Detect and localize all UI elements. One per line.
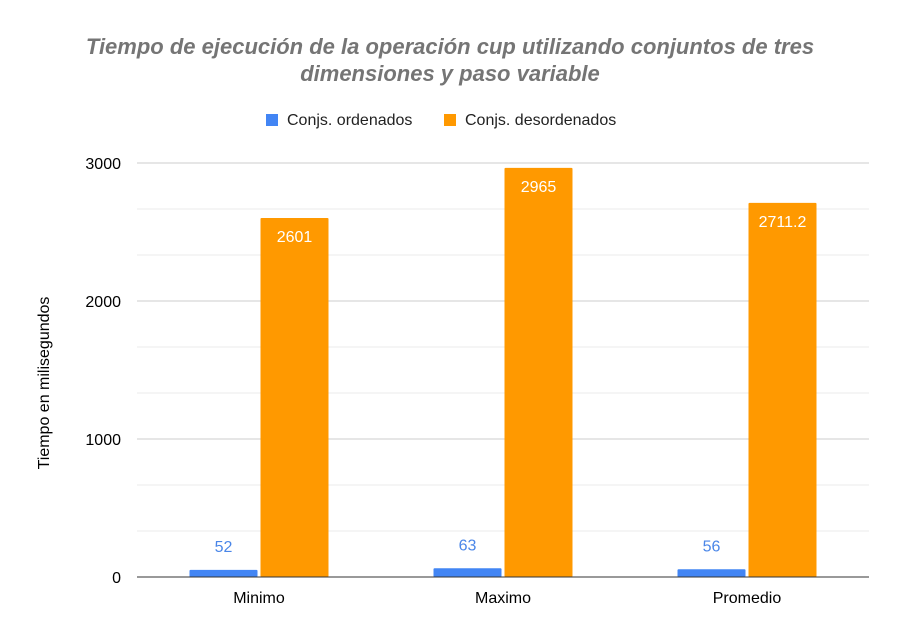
y-axis-label: Tiempo en milisegundos	[36, 297, 53, 470]
chart-title-line-1: Tiempo de ejecución de la operación cup …	[86, 34, 814, 59]
x-axis-categories: Minimo Maximo Promedio	[233, 590, 781, 607]
bar	[748, 202, 817, 577]
y-tick-label: 1000	[85, 432, 121, 449]
data-label: 63	[459, 537, 477, 554]
legend-swatch-desordenados	[444, 114, 456, 126]
data-label: 2711.2	[759, 214, 807, 231]
gridlines	[137, 162, 869, 532]
bar	[504, 167, 573, 577]
bars	[189, 167, 817, 577]
bar	[189, 569, 258, 577]
data-label: 52	[215, 539, 233, 556]
legend-label-desordenados: Conjs. desordenados	[465, 112, 616, 129]
bar	[433, 568, 502, 577]
bar	[677, 569, 746, 577]
data-label: 56	[703, 538, 721, 555]
legend-swatch-ordenados	[266, 114, 278, 126]
data-labels: 52 2601 63 2965 56 2711.2	[215, 179, 807, 556]
y-tick-label: 2000	[85, 294, 121, 311]
data-label: 2601	[277, 229, 313, 246]
legend: Conjs. ordenados Conjs. desordenados	[266, 112, 616, 129]
y-tick-label: 3000	[85, 156, 121, 173]
x-category-label: Maximo	[475, 590, 531, 607]
data-label: 2965	[521, 179, 557, 196]
legend-label-ordenados: Conjs. ordenados	[287, 112, 412, 129]
y-axis-ticks: 0 1000 2000 3000	[85, 156, 121, 587]
bar	[260, 218, 329, 577]
chart-title-line-2: dimensiones y paso variable	[300, 61, 600, 86]
x-category-label: Minimo	[233, 590, 285, 607]
x-category-label: Promedio	[713, 590, 782, 607]
y-tick-label: 0	[112, 570, 121, 587]
